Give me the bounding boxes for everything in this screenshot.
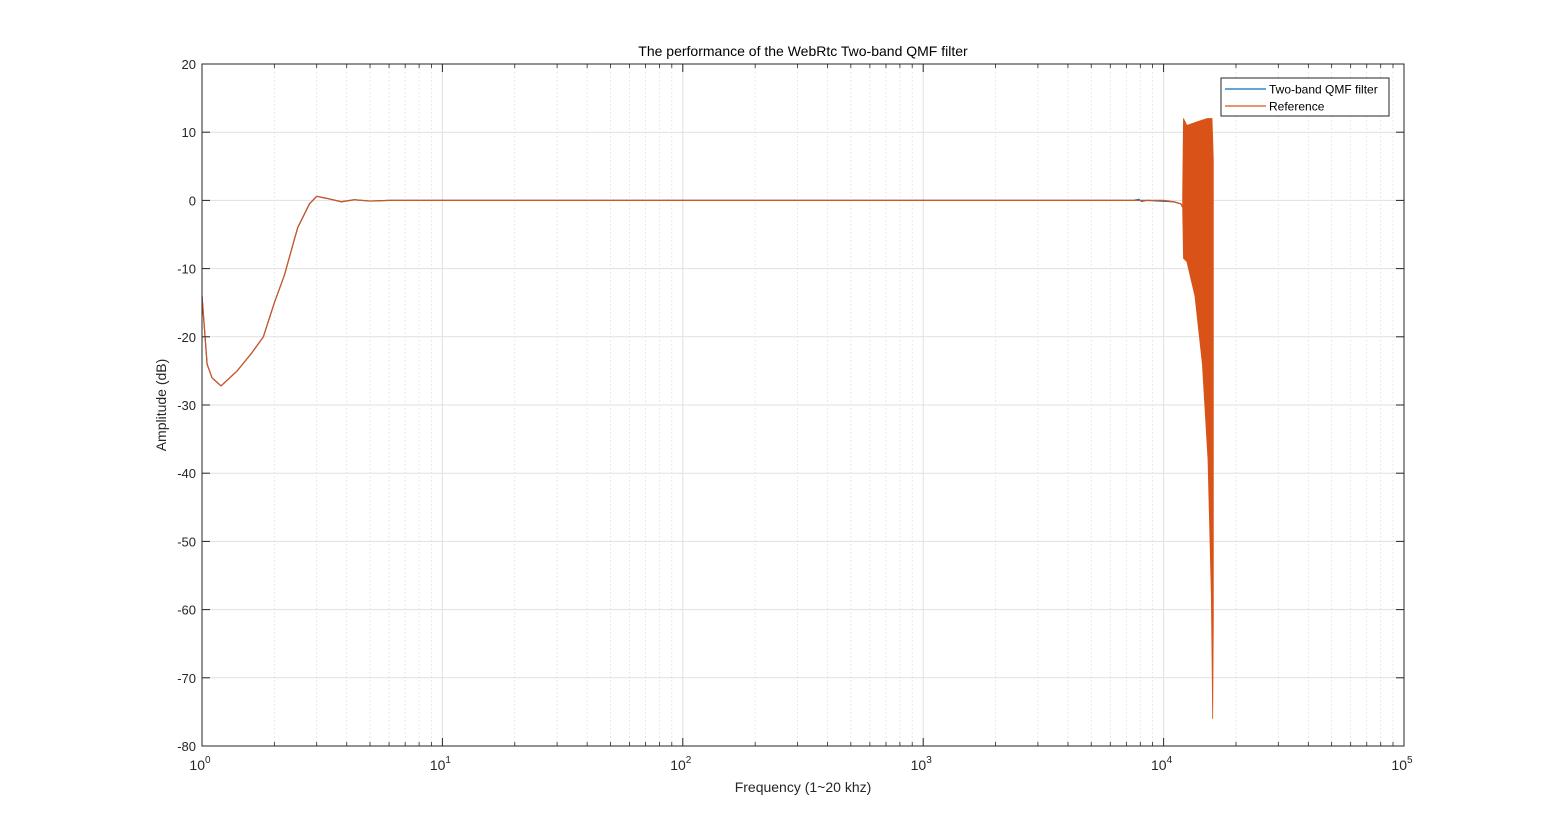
series-line-1 xyxy=(201,195,1184,387)
y-tick-label: -60 xyxy=(177,603,196,618)
y-tick-label: -30 xyxy=(177,398,196,413)
y-tick-label: -10 xyxy=(177,262,196,277)
y-tick-label: 10 xyxy=(182,125,196,140)
high-band-envelope xyxy=(1182,118,1214,720)
legend: Two-band QMF filter Reference xyxy=(1220,77,1390,117)
chart-title: The performance of the WebRtc Two-band Q… xyxy=(638,43,968,59)
legend-label-reference: Reference xyxy=(1269,100,1325,114)
legend-box xyxy=(1220,77,1390,117)
y-tick-labels: 20 10 0 -10 -20 -30 -40 -50 -60 -70 -80 xyxy=(177,57,196,754)
x-axis-label: Frequency (1~20 khz) xyxy=(735,779,872,795)
y-tick-label: -20 xyxy=(177,330,196,345)
y-tick-label: -50 xyxy=(177,534,196,549)
series-layer xyxy=(201,118,1214,720)
legend-label-qmf: Two-band QMF filter xyxy=(1269,83,1378,97)
y-tick-label: 0 xyxy=(189,193,196,208)
y-axis-label: Amplitude (dB) xyxy=(153,359,169,452)
tick-marks xyxy=(201,63,1405,747)
y-tick-label: 20 xyxy=(182,57,196,72)
y-tick-label: -40 xyxy=(177,466,196,481)
y-tick-label: -80 xyxy=(177,739,196,754)
y-tick-label: -70 xyxy=(177,671,196,686)
